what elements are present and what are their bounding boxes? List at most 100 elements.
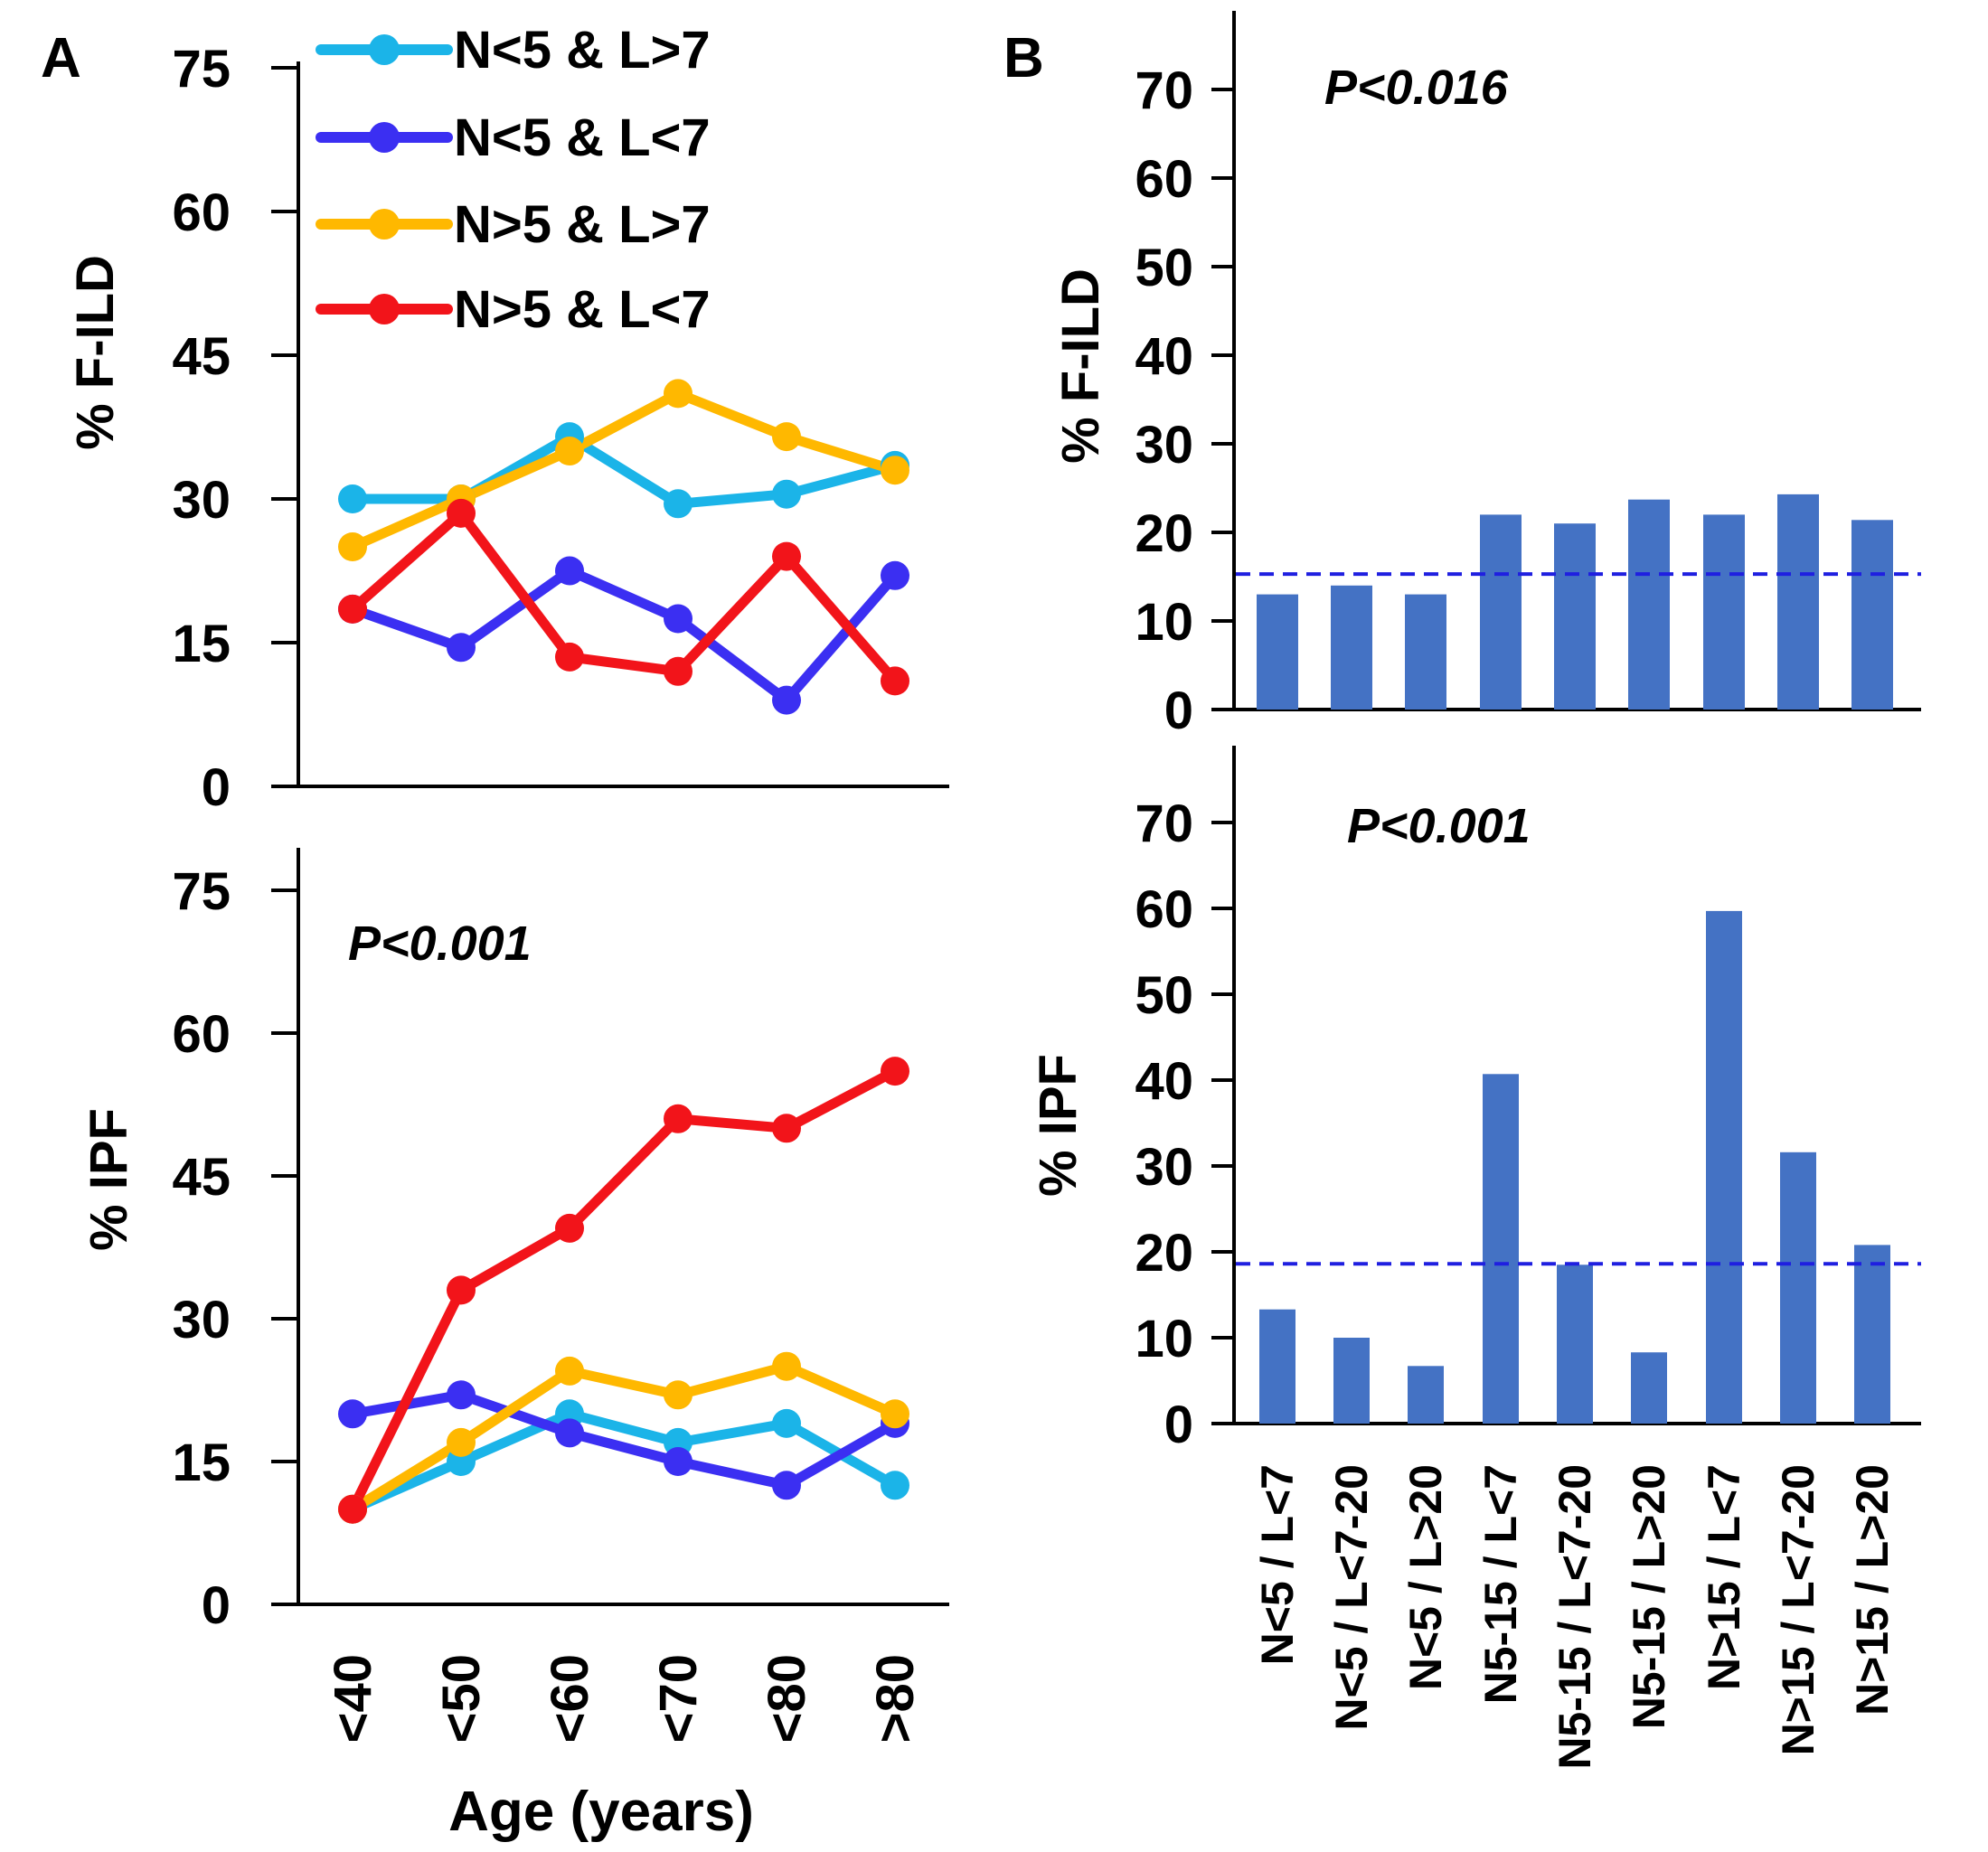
bar-n-5-l-7 bbox=[1259, 1309, 1295, 1424]
y-axis-label-b-bottom: % IPF bbox=[1029, 1054, 1088, 1197]
y-tick: 30 bbox=[172, 471, 231, 530]
plot-area-a-top bbox=[338, 379, 909, 715]
data-point-n-5-l-7 bbox=[555, 1418, 584, 1448]
y-tick: 50 bbox=[1135, 239, 1193, 297]
x-tick-age: <40 bbox=[324, 1654, 382, 1743]
data-point-n-5-l-7 bbox=[555, 437, 584, 465]
data-point-n-5-l-7 bbox=[772, 1114, 801, 1143]
data-point-n-5-l-7 bbox=[338, 1399, 367, 1429]
y-tick: 50 bbox=[1135, 966, 1193, 1025]
data-point-n-5-l-7 bbox=[881, 1471, 909, 1500]
y-tick: 40 bbox=[1135, 327, 1193, 386]
data-point-n-5-l-7 bbox=[338, 594, 367, 624]
data-point-n-5-l-7 bbox=[338, 484, 367, 513]
bar-n-15-l-20 bbox=[1854, 1245, 1890, 1424]
y-tick: 30 bbox=[172, 1291, 231, 1349]
data-point-n-5-l-7 bbox=[447, 1427, 476, 1457]
chart-a-top-fild: % F-ILD 0 15 30 45 60 75 N<5 & L>7 N<5 &… bbox=[66, 21, 949, 817]
y-tick: 75 bbox=[172, 40, 231, 99]
y-ticks-b-bottom: 0 10 20 30 40 50 60 70 bbox=[1135, 794, 1234, 1454]
y-tick: 70 bbox=[1135, 61, 1193, 120]
series-line-n-5-l-7 bbox=[347, 566, 900, 706]
y-tick: 10 bbox=[1135, 1310, 1193, 1368]
plot-area-b-bottom bbox=[1236, 910, 1921, 1424]
data-point-n-5-l-7 bbox=[772, 541, 801, 571]
legend-marker-blue bbox=[369, 122, 400, 153]
data-point-n-5-l-7 bbox=[772, 1351, 801, 1381]
y-tick: 20 bbox=[1135, 1224, 1193, 1283]
y-ticks-b-top: 0 10 20 30 40 50 60 70 bbox=[1135, 61, 1234, 740]
x-tick-group: N<5 / L<7-20 bbox=[1326, 1464, 1377, 1731]
y-axis-label-a-bottom: % IPF bbox=[80, 1108, 138, 1251]
y-tick: 30 bbox=[1135, 1138, 1193, 1197]
y-ticks-a-top: 0 15 30 45 60 75 bbox=[172, 40, 298, 817]
bar-n-5-l-7-20 bbox=[1333, 1338, 1370, 1424]
x-tick-group: N5-15 / L>20 bbox=[1624, 1464, 1674, 1729]
bar-n5-15-l-20 bbox=[1631, 1352, 1667, 1424]
y-tick: 60 bbox=[172, 183, 231, 242]
data-point-n-5-l-7 bbox=[772, 1408, 801, 1438]
chart-b-bottom-ipf: % IPF P<0.001 0 10 20 30 40 50 60 70 N<5… bbox=[1029, 746, 1921, 1770]
bar-n-5-l-7-20 bbox=[1331, 585, 1372, 710]
bar-n-5-l-20 bbox=[1408, 1366, 1444, 1424]
data-point-n-5-l-7 bbox=[338, 1494, 367, 1524]
data-point-n-5-l-7 bbox=[664, 1447, 693, 1476]
legend-label-blue: N<5 & L<7 bbox=[454, 108, 711, 167]
legend-marker-cyan bbox=[369, 34, 400, 65]
series-line-n-5-l-7 bbox=[347, 508, 900, 686]
legend-label-cyan: N<5 & L>7 bbox=[454, 21, 711, 80]
data-point-n-5-l-7 bbox=[881, 666, 909, 696]
data-point-n-5-l-7 bbox=[664, 1380, 693, 1410]
x-tick-group: N5-15 / L<7 bbox=[1475, 1464, 1526, 1704]
data-point-n-5-l-7 bbox=[772, 1471, 801, 1500]
x-tick-group: N>15 / L>20 bbox=[1847, 1464, 1898, 1716]
bar-n-5-l-7 bbox=[1257, 594, 1298, 710]
chart-a-bottom-ipf: % IPF P<0.001 0 15 30 45 60 75 <40 <50 <60… bbox=[80, 848, 949, 1843]
y-tick: 20 bbox=[1135, 504, 1193, 563]
y-ticks-a-bottom: 0 15 30 45 60 75 bbox=[172, 862, 298, 1635]
data-point-n-5-l-7 bbox=[447, 1380, 476, 1410]
bar-n5-15-l-7-20 bbox=[1557, 1264, 1593, 1424]
bar-n-15-l-7 bbox=[1703, 514, 1745, 710]
plot-area-a-bottom bbox=[338, 1057, 909, 1524]
data-point-n-5-l-7 bbox=[555, 1356, 584, 1386]
data-point-n-5-l-7 bbox=[664, 379, 693, 409]
data-point-n-5-l-7 bbox=[772, 685, 801, 715]
series-line-n-5-l-7 bbox=[347, 388, 900, 552]
panel-letter-b: B bbox=[1003, 27, 1044, 89]
data-point-n-5-l-7 bbox=[555, 1213, 584, 1243]
data-point-n-5-l-7 bbox=[447, 1275, 476, 1305]
data-point-n-5-l-7 bbox=[881, 560, 909, 590]
chart-b-top-fild: % F-ILD P<0.016 0 10 20 30 40 50 60 70 bbox=[1051, 11, 1921, 740]
x-axis-label-age: Age (years) bbox=[448, 1781, 754, 1843]
bar-n-15-l-7-20 bbox=[1777, 494, 1819, 710]
legend-marker-red bbox=[369, 294, 400, 324]
y-tick: 10 bbox=[1135, 593, 1193, 652]
p-value-a-bottom: P<0.001 bbox=[348, 917, 532, 971]
legend-marker-yellow bbox=[369, 209, 400, 240]
x-tick-age: <70 bbox=[649, 1654, 708, 1743]
data-point-n-5-l-7 bbox=[881, 1057, 909, 1086]
data-point-n-5-l-7 bbox=[555, 642, 584, 672]
bar-n5-15-l-7 bbox=[1483, 1074, 1519, 1424]
y-tick: 0 bbox=[202, 758, 231, 817]
legend: N<5 & L>7 N<5 & L<7 N>5 & L>7 N>5 & L<7 bbox=[316, 21, 711, 339]
x-ticks-a-bottom: <40 <50 <60 <70 <80 >80 bbox=[324, 1654, 925, 1743]
data-point-n-5-l-7 bbox=[881, 456, 909, 485]
y-tick: 15 bbox=[172, 615, 231, 673]
data-point-n-5-l-7 bbox=[772, 422, 801, 452]
panel-letter-a: A bbox=[41, 27, 81, 89]
x-tick-age: <60 bbox=[541, 1654, 599, 1743]
x-tick-age: <80 bbox=[758, 1654, 816, 1743]
bar-n-15-l-7-20 bbox=[1780, 1152, 1816, 1424]
y-tick: 30 bbox=[1135, 416, 1193, 475]
x-ticks-b-bottom: N<5 / L<7 N<5 / L<7-20 N<5 / L>20 N5-15 / L… bbox=[1252, 1464, 1898, 1770]
y-tick: 45 bbox=[172, 1148, 231, 1207]
data-point-n-5-l-7 bbox=[447, 498, 476, 528]
y-tick: 0 bbox=[1164, 682, 1193, 740]
y-axis-label-b-top: % F-ILD bbox=[1051, 268, 1110, 464]
bar-n-5-l-20 bbox=[1405, 594, 1446, 710]
bar-n-15-l-7 bbox=[1706, 910, 1742, 1424]
x-tick-age: <50 bbox=[432, 1654, 491, 1743]
